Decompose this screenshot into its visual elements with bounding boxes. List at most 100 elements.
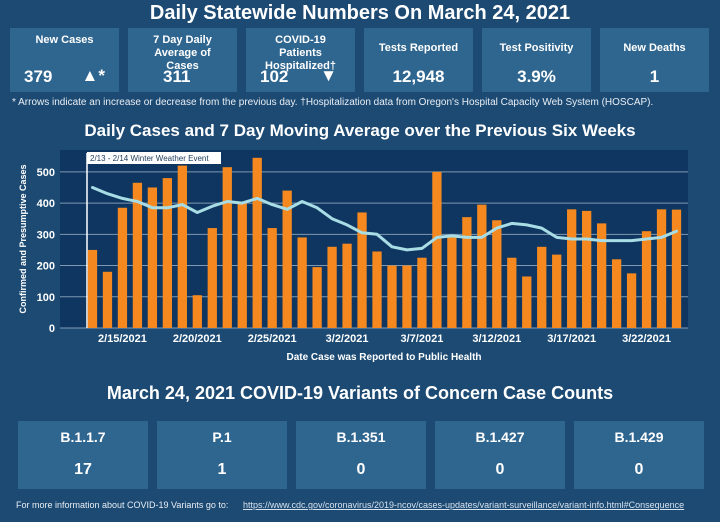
bar [432,171,442,328]
stat-value: 102 [260,67,289,86]
bar [117,207,128,328]
bar [522,276,532,328]
y-tick-label: 400 [37,198,55,210]
bar [387,265,397,328]
bar [641,231,652,328]
bar [671,209,682,328]
stat-hospitalized: COVID-19 Patients Hospitalized† 102 ▼ [246,28,355,92]
down-arrow-icon: ▼ [320,66,337,85]
y-tick-label: 300 [37,229,55,241]
variant-label: P.1 [212,429,232,445]
variant-value: 0 [356,461,366,478]
bar [611,259,622,328]
stat-label: Test Positivity [499,42,574,54]
bar [357,212,367,328]
stat-value: 379 [24,67,53,86]
x-axis-title: Date Case was Reported to Public Health [286,352,481,363]
bar [237,203,247,328]
stat-value: 3.9% [517,67,556,86]
x-tick-label: 3/12/2021 [472,333,521,345]
variants-title: March 24, 2021 COVID-19 Variants of Conc… [106,383,614,403]
annotation-label: 2/13 - 2/14 Winter Weather Event [90,154,209,163]
bar [402,265,412,328]
bar [132,182,143,328]
variant-value: 0 [495,461,505,478]
x-tick-label: 2/15/2021 [98,333,147,345]
bar [656,209,667,328]
bar [372,251,382,328]
daily-cases-chart: 0 100 200 300 400 500 2/13 - 2/14 Winter Weath… [18,150,688,363]
stat-label: COVID-19 Patients Hospitalized† [265,34,336,72]
y-tick-label: 500 [37,167,55,179]
x-tick-label: 3/17/2021 [547,333,596,345]
variant-card-b117: B.1.1.7 17 [18,421,148,489]
stats-row: New Cases 379 ▲* 7 Day Daily Average of … [10,28,710,93]
y-axis-title: Confirmed and Presumptive Cases [18,164,28,313]
x-tick-label: 2/20/2021 [173,333,222,345]
bar [492,220,502,328]
stat-new-deaths: New Deaths 1 [600,28,709,92]
bar [552,254,562,328]
variant-value: 0 [634,461,644,478]
variant-info-text: For more information about COVID-19 Vari… [16,500,229,510]
variant-label: B.1.1.7 [60,429,106,445]
bar [222,167,232,328]
stat-label: Tests Reported [378,42,459,54]
x-tick-label: 3/7/2021 [401,333,444,345]
bar [312,267,322,328]
footnote: * Arrows indicate an increase or decreas… [12,97,654,108]
variant-info-note: For more information about COVID-19 Vari… [16,500,684,510]
bar [342,243,352,328]
variant-label: B.1.429 [614,429,664,445]
variant-card-b1351: B.1.351 0 [296,421,426,489]
chart-title: Daily Cases and 7 Day Moving Average ove… [84,121,636,140]
annotation-box [87,152,221,164]
bar [626,273,637,328]
bar [147,187,158,328]
bar [567,209,577,328]
up-arrow-icon: ▲* [81,66,105,85]
variant-label: B.1.351 [336,429,386,445]
bar [462,217,472,328]
variant-value: 1 [217,461,227,478]
stat-label: 7 Day Daily Average of Cases [153,34,212,72]
bar [447,237,457,328]
bar [477,204,487,328]
bar [102,271,113,328]
moving-average-line [91,186,678,252]
bar [267,228,277,328]
stat-value: 311 [163,67,191,86]
x-tick-label: 3/22/2021 [622,333,671,345]
cdc-variant-link[interactable]: https://www.cdc.gov/coronavirus/2019-nco… [242,500,685,510]
bar [87,249,98,328]
y-tick-label: 100 [37,292,55,304]
bar [537,246,547,328]
x-tick-label: 2/25/2021 [248,333,297,345]
stat-7-day-average: 7 Day Daily Average of Cases 311 [128,28,237,92]
variant-label: B.1.427 [475,429,525,445]
variant-value: 17 [74,461,92,478]
bar [596,223,607,328]
x-tick-label: 3/2/2021 [326,333,369,345]
stat-test-positivity: Test Positivity 3.9% [482,28,591,92]
variant-card-b1427: B.1.427 0 [435,421,565,489]
variant-card-b1429: B.1.429 0 [574,421,704,489]
variant-card-p1: P.1 1 [157,421,287,489]
bar [507,257,517,328]
bar [417,257,427,328]
bar [327,246,337,328]
stat-label: New Cases [35,34,94,46]
stat-label: New Deaths [623,42,686,54]
bar [252,157,262,328]
stat-new-cases: New Cases 379 ▲* [10,28,119,92]
bar [282,190,292,328]
stat-tests-reported: Tests Reported 12,948 [364,28,473,92]
bar [582,210,592,328]
bar [192,295,202,328]
y-tick-label: 0 [49,323,55,335]
stat-value: 12,948 [392,67,445,86]
y-tick-label: 200 [37,261,55,273]
page-title: Daily Statewide Numbers On March 24, 202… [149,2,571,24]
bar [177,165,187,328]
bar [207,228,217,328]
